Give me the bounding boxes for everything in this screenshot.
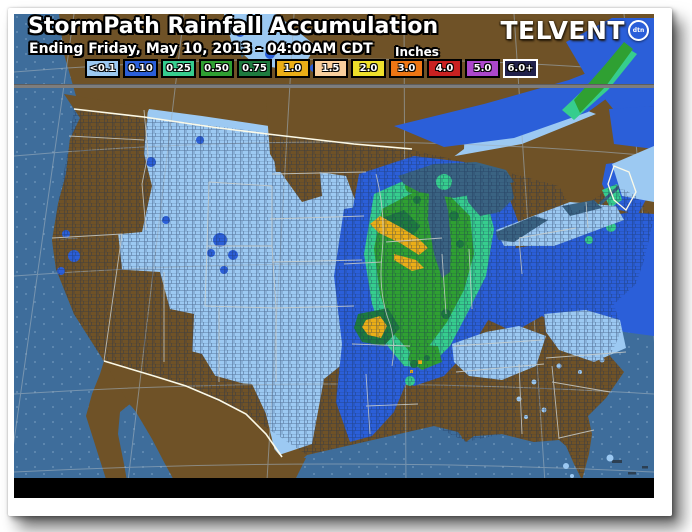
rain-light-new-brunswick	[612, 146, 654, 202]
legend-swatch: 2.0	[351, 59, 386, 78]
us-canada-border	[73, 108, 413, 150]
us-mexico-border	[103, 360, 283, 458]
legend-swatch: 0.75	[237, 59, 272, 78]
legend-swatch: 4.0	[427, 59, 462, 78]
valid-time-label: Ending Friday, May 10, 2013 - 04:00AM CD…	[29, 41, 373, 57]
legend-swatch: <0.1	[85, 59, 120, 78]
map-canvas	[14, 14, 654, 498]
footer-bar	[14, 478, 654, 498]
dry-mexico	[102, 359, 306, 498]
dtn-badge-icon: dtn	[628, 20, 649, 41]
legend-swatch: 5.0	[465, 59, 500, 78]
header-separator-line	[14, 84, 654, 88]
page-title: StormPath Rainfall Accumulation	[28, 14, 439, 39]
maine-outline	[607, 165, 637, 212]
rainfall-legend: <0.1 0.10 0.25 0.50 0.75 1.0 1.5 2.0 3.0…	[85, 59, 538, 78]
legend-swatch: 1.5	[313, 59, 348, 78]
telvent-logo: TELVENT dtn	[500, 16, 649, 45]
bahamas	[606, 454, 648, 475]
rain-green-quebec	[574, 42, 633, 113]
legend-swatch: 0.50	[199, 59, 234, 78]
rainfall-map: StormPath Rainfall Accumulation Ending F…	[14, 14, 654, 498]
telvent-logo-text: TELVENT	[500, 16, 625, 45]
legend-swatch: 0.25	[161, 59, 196, 78]
legend-swatch: 1.0	[275, 59, 310, 78]
units-label: Inches	[395, 45, 439, 59]
legend-swatch: 6.0+	[503, 59, 538, 78]
legend-swatch: 0.10	[123, 59, 158, 78]
legend-swatch: 3.0	[389, 59, 424, 78]
state-borders	[51, 109, 627, 440]
map-panel: StormPath Rainfall Accumulation Ending F…	[8, 8, 672, 516]
